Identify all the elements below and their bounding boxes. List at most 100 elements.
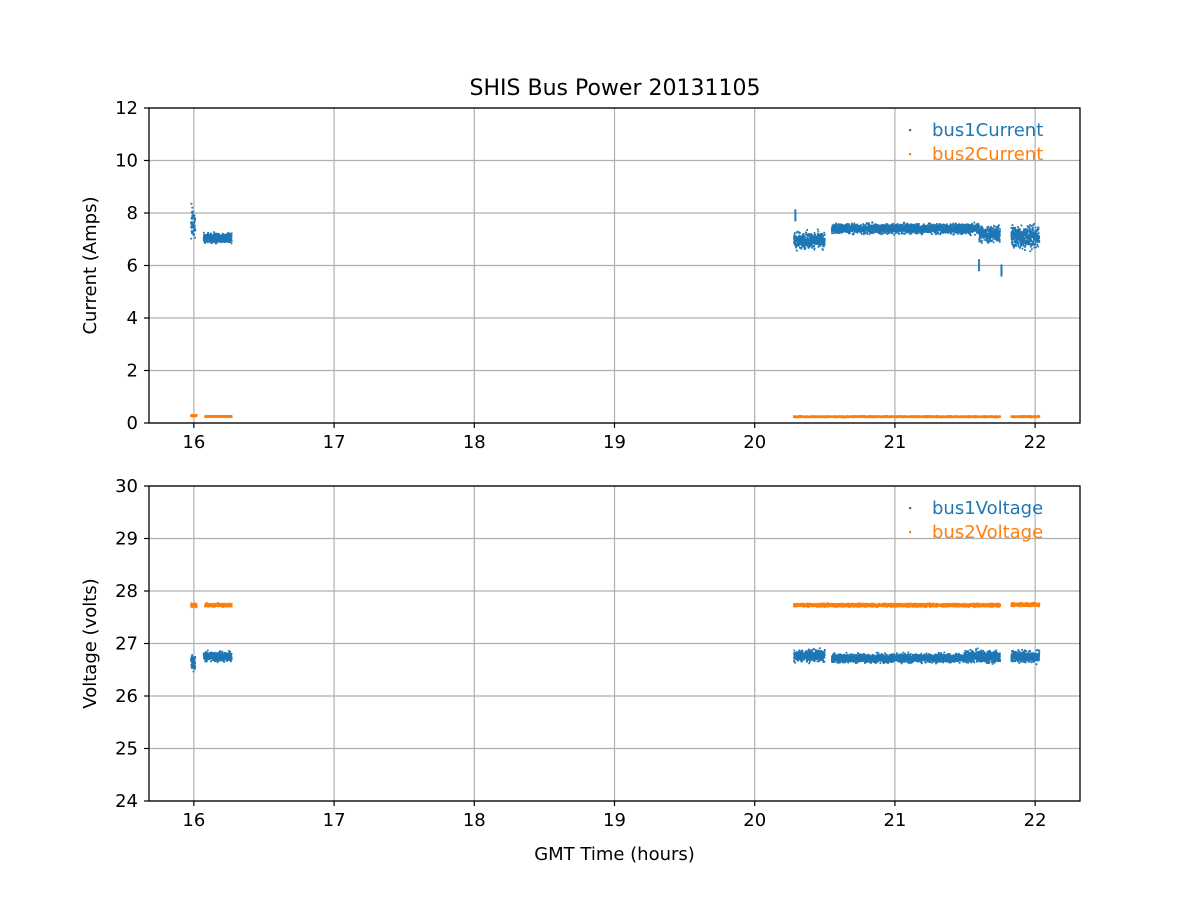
data-point	[799, 232, 801, 234]
data-point	[1015, 245, 1017, 247]
data-point	[925, 231, 927, 233]
data-point	[1014, 227, 1016, 229]
data-point	[898, 233, 900, 235]
data-point	[814, 248, 816, 250]
data-point	[853, 223, 855, 225]
chart-title: SHIS Bus Power 20131105	[470, 76, 761, 101]
data-point	[194, 215, 196, 217]
data-point	[231, 236, 233, 238]
data-point	[866, 233, 868, 235]
data-point	[1033, 223, 1035, 225]
data-point	[194, 230, 196, 232]
data-point	[1024, 239, 1026, 241]
data-point	[861, 233, 863, 235]
data-point	[823, 232, 825, 234]
data-point	[868, 222, 870, 224]
data-point	[836, 224, 838, 226]
data-point	[805, 232, 807, 234]
data-point	[994, 226, 996, 228]
data-point	[817, 229, 819, 231]
data-point	[904, 233, 906, 235]
data-point	[887, 233, 889, 235]
data-point	[1025, 245, 1027, 247]
data-point	[1031, 248, 1033, 250]
data-point	[1038, 237, 1040, 239]
data-point	[1032, 227, 1034, 229]
data-point	[942, 232, 944, 234]
data-point	[831, 232, 833, 234]
data-point	[820, 245, 822, 247]
data-point	[1038, 232, 1040, 234]
data-point	[217, 240, 219, 242]
data-point	[191, 207, 193, 209]
data-point	[935, 232, 937, 234]
data-point	[813, 245, 815, 247]
data-point	[853, 233, 855, 235]
data-point	[998, 224, 1000, 226]
data-point	[794, 219, 796, 221]
data-point	[974, 234, 976, 236]
data-point	[824, 240, 826, 242]
data-point	[999, 234, 1001, 236]
data-point	[1029, 250, 1031, 252]
data-point	[194, 218, 196, 220]
data-point	[1000, 273, 1002, 275]
data-point	[1019, 229, 1021, 231]
data-point	[794, 217, 796, 219]
data-point	[930, 231, 932, 233]
data-point	[991, 239, 993, 241]
data-point	[824, 234, 826, 236]
data-point	[1028, 226, 1030, 228]
data-point	[794, 232, 796, 234]
data-point	[978, 269, 980, 271]
data-point	[978, 267, 980, 269]
data-point	[806, 229, 808, 231]
data-point	[822, 249, 824, 251]
data-point	[817, 231, 819, 233]
data-point	[194, 225, 196, 227]
data-point	[981, 240, 983, 242]
data-point	[978, 259, 980, 261]
data-point	[1035, 227, 1037, 229]
data-point	[193, 234, 195, 236]
data-point	[824, 238, 826, 240]
data-point	[191, 203, 193, 205]
data-point	[804, 247, 806, 249]
data-point	[1038, 241, 1040, 243]
data-point	[973, 222, 975, 224]
data-point	[1036, 244, 1038, 246]
data-point	[910, 233, 912, 235]
data-point	[1037, 246, 1039, 248]
data-point	[1000, 267, 1002, 269]
data-point	[873, 232, 875, 234]
data-point	[982, 228, 984, 230]
data-point	[814, 234, 816, 236]
data-point	[1000, 269, 1002, 271]
data-point	[953, 233, 955, 235]
data-point	[978, 265, 980, 267]
series-bus2Current	[190, 414, 1040, 418]
data-point	[824, 244, 826, 246]
data-point	[978, 263, 980, 265]
data-point	[231, 416, 233, 418]
data-point	[865, 224, 867, 226]
data-point	[211, 242, 213, 244]
data-point	[230, 238, 232, 240]
data-point	[1027, 229, 1029, 231]
data-point	[797, 231, 799, 233]
data-point	[1026, 233, 1028, 235]
data-point	[196, 415, 198, 417]
data-point	[998, 227, 1000, 229]
data-point	[1020, 225, 1022, 227]
data-point	[1029, 229, 1031, 231]
data-point	[931, 233, 933, 235]
data-point	[987, 242, 989, 244]
data-point	[1000, 275, 1002, 277]
data-point	[794, 213, 796, 215]
data-point	[999, 228, 1001, 230]
data-point	[1024, 249, 1026, 251]
data-point	[1015, 230, 1017, 232]
data-point	[795, 247, 797, 249]
